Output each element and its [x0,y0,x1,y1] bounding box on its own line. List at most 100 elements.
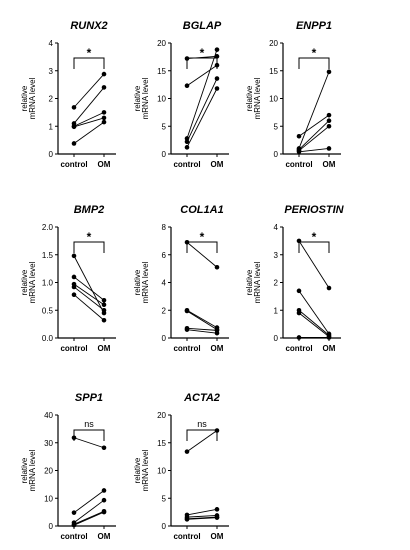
bmp2-pair-line [73,294,105,321]
enpp1-pair-line [298,114,330,137]
bglap-ytick-label: 20 [157,39,166,48]
enpp1-ytick-label: 20 [269,39,278,48]
spp1-pair-line [73,510,105,525]
col1a1-xtick-label: OM [211,344,224,353]
runx2-significance-bracket [73,57,105,69]
acta2-om-point [214,428,220,433]
acta2-ytick-label: 5 [162,494,167,503]
acta2-xtick-label: OM [211,532,224,541]
bmp2-ylabel-line1: relative [20,269,29,295]
periostin-control-point [296,238,302,244]
spp1-control-point [71,435,77,441]
periostin-pair-line [298,290,330,335]
bglap-ylabel-line2: mRNA level [141,77,150,119]
periostin-pair-line [298,240,330,289]
bmp2-control-point [71,274,77,280]
runx2-ytick-label: 3 [49,67,54,76]
runx2-ytick-label: 0 [49,150,54,159]
periostin-ylabel-line2: mRNA level [253,261,262,303]
acta2-om-point [214,507,220,512]
enpp1-om-point [326,112,332,118]
bmp2-ytick-label: 0.0 [42,334,54,343]
col1a1-xtick-label: control [173,344,200,353]
bmp2-xtick-label: control [60,344,87,353]
bglap-om-point [214,47,220,52]
acta2-ytick-label: 0 [162,522,167,531]
spp1-xtick-label: control [60,532,87,541]
bmp2-pair-line [73,276,105,301]
bglap-control-point [184,145,190,150]
periostin-significance-label: * [312,230,317,244]
bmp2-control-point [71,292,77,298]
enpp1-title: ENPP1 [296,20,332,32]
periostin-xtick-label: control [285,344,312,353]
enpp1-pair-line [298,148,330,153]
col1a1-pair-line [186,310,218,331]
bglap-om-point [214,86,220,91]
col1a1-om-point [214,330,220,336]
periostin-ytick-label: 1 [274,306,279,315]
bmp2-pair-line [73,283,105,306]
periostin-control-point [296,310,302,316]
bmp2-pair-line [73,255,105,314]
spp1-xtick-label: OM [98,532,111,541]
bmp2-pair-line [73,286,105,311]
col1a1-pair-line [186,241,218,268]
bmp2-title: BMP2 [74,204,105,216]
spp1-control-point [71,510,77,515]
runx2-control-point [71,141,77,146]
col1a1-om-point [214,264,220,270]
acta2-control-point [184,449,190,454]
bmp2-ylabel-line2: mRNA level [28,261,37,303]
runx2-xtick-label: OM [98,160,111,169]
acta2-control-point [184,517,190,522]
enpp1-pair-line [298,120,330,150]
runx2-om-point [101,71,107,77]
periostin-ytick-label: 2 [274,279,279,288]
bmp2-xtick-label: OM [98,344,111,353]
acta2-ytick-label: 15 [157,439,166,448]
spp1-om-point [101,445,107,451]
bglap-control-point [184,83,190,89]
enpp1-significance-label: * [312,46,317,60]
runx2-ytick-label: 2 [49,95,54,104]
runx2-om-point [101,119,107,125]
bmp2-control-point [71,284,77,290]
bglap-pair-line [186,64,218,87]
bglap-pair-line [186,49,218,139]
runx2-ytick-label: 4 [49,39,54,48]
bmp2-ytick-label: 0.5 [42,306,54,315]
enpp1-om-point [326,118,332,123]
bmp2-significance-bracket [73,241,105,253]
runx2-significance-label: * [87,46,92,60]
bglap-pair-line [186,55,218,59]
spp1-ytick-label: 30 [44,439,53,448]
bmp2-ytick-label: 1.0 [42,279,54,288]
periostin-pair-line [298,309,330,336]
acta2-ylabel-line1: relative [133,457,142,483]
runx2-xtick-label: control [60,160,87,169]
runx2-pair-line [73,87,105,124]
bglap-control-point [184,56,190,61]
periostin-ytick-label: 0 [274,334,279,343]
bglap-ytick-label: 5 [162,122,167,131]
enpp1-om-point [326,123,332,129]
periostin-pair-line [298,312,330,337]
acta2-title: ACTA2 [183,392,220,404]
bglap-title: BGLAP [183,20,222,32]
spp1-control-point [71,522,77,528]
bglap-pair-line [186,88,218,148]
bmp2-control-point [71,253,77,259]
bmp2-ytick-label: 2.0 [42,223,54,232]
bglap-xtick-label: OM [211,160,224,169]
col1a1-ylabel-line1: relative [133,269,142,295]
runx2-pair-line [73,111,105,127]
col1a1-significance-bracket [186,241,218,253]
spp1-pair-line [73,437,105,449]
col1a1-control-point [184,239,190,245]
periostin-om-point [326,335,332,340]
acta2-ytick-label: 20 [157,411,166,420]
bglap-ytick-label: 0 [162,150,167,159]
enpp1-ytick-label: 5 [274,122,279,131]
spp1-pair-line [73,499,105,524]
